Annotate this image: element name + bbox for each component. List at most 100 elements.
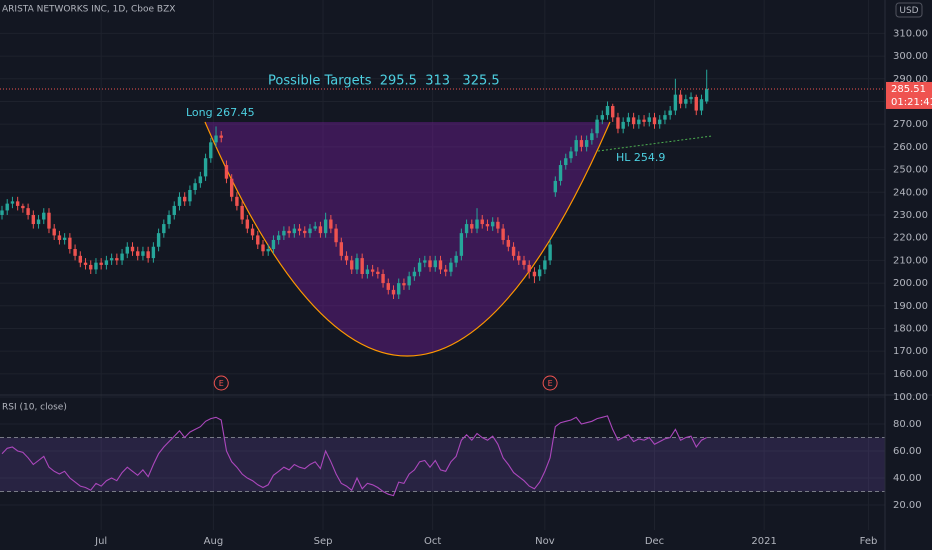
- rsi-tick-label: 60.00: [893, 446, 922, 457]
- candle-body: [78, 255, 82, 263]
- candle-body: [668, 110, 672, 116]
- candle-body: [631, 117, 636, 125]
- x-tick-label: Dec: [645, 536, 664, 547]
- candle-body: [579, 140, 584, 147]
- candle-body: [83, 262, 88, 265]
- candle-body: [574, 140, 578, 152]
- candle-body: [31, 214, 36, 225]
- candle-body: [355, 258, 359, 270]
- candle-body: [193, 183, 197, 191]
- currency[interactable]: USD: [899, 6, 918, 16]
- candle-body: [595, 119, 599, 134]
- candle-body: [334, 228, 338, 243]
- candle-body: [188, 190, 192, 202]
- candle-body: [47, 212, 51, 229]
- currency-box[interactable]: [895, 2, 923, 18]
- candle-body: [136, 251, 140, 256]
- x-tick-label: Oct: [424, 536, 441, 547]
- candle-body: [600, 115, 604, 120]
- candle-body: [198, 176, 203, 184]
- candle-body: [89, 264, 93, 270]
- candle-body: [475, 219, 479, 229]
- candle-body: [376, 271, 380, 275]
- candle-body: [543, 260, 547, 270]
- candle-body: [527, 264, 531, 272]
- candle-body: [146, 251, 150, 259]
- rsi-tick-label: 20.00: [893, 500, 922, 511]
- candle-body: [522, 260, 526, 265]
- candle-body: [42, 212, 46, 220]
- candle-body: [694, 96, 698, 111]
- rsi-band: [0, 437, 885, 492]
- candle-body: [590, 133, 594, 141]
- candle-body: [26, 208, 30, 215]
- y-tick-label: 270.00: [893, 119, 928, 130]
- candle-body: [73, 249, 77, 256]
- candle-body: [261, 244, 265, 252]
- candle-body: [36, 219, 41, 225]
- candle-body: [271, 239, 276, 250]
- x-tick-label: 2021: [751, 536, 776, 547]
- candle-body: [167, 214, 171, 225]
- candle-body: [517, 255, 521, 261]
- candle-body: [501, 228, 505, 240]
- candle-body: [558, 165, 563, 181]
- y-tick-label: 260.00: [893, 142, 928, 153]
- candle-body: [57, 235, 62, 240]
- candle-body: [647, 117, 651, 122]
- candle-body: [151, 246, 156, 259]
- candle-body: [52, 228, 56, 236]
- y-tick-label: 210.00: [893, 255, 928, 266]
- y-tick-label: 190.00: [893, 301, 928, 312]
- candle-body: [397, 283, 401, 295]
- y-tick-label: 200.00: [893, 278, 928, 289]
- candle-body: [125, 246, 129, 254]
- candle-body: [224, 165, 229, 179]
- candle-body: [381, 274, 385, 284]
- cup-curve: [204, 121, 611, 357]
- candle-body: [15, 201, 20, 206]
- candle-body: [532, 271, 537, 277]
- candle-body: [21, 205, 25, 209]
- candle-body: [329, 219, 333, 229]
- candle-body: [5, 203, 9, 211]
- candle-body: [621, 121, 625, 129]
- rsi-tick-label: 100.00: [893, 392, 928, 403]
- y-tick-label: 240.00: [893, 187, 928, 198]
- candle-body: [678, 94, 683, 104]
- marks: [0, 69, 885, 497]
- candle-body: [511, 246, 516, 256]
- candle-body: [652, 117, 657, 125]
- candle-body: [115, 258, 119, 261]
- candle-body: [490, 221, 495, 227]
- candle-body: [303, 230, 307, 234]
- candle-body: [183, 196, 187, 202]
- candle-body: [438, 260, 443, 270]
- candle-body: [214, 135, 218, 143]
- candle-body: [470, 224, 474, 229]
- candle-body: [402, 283, 406, 286]
- candle-body: [109, 258, 114, 261]
- candle-body: [569, 151, 573, 159]
- candle-body: [172, 205, 176, 215]
- candle-body: [699, 99, 704, 111]
- long-annotation: Long 267.45: [186, 106, 255, 119]
- candle-body: [537, 269, 542, 277]
- candle-body: [104, 260, 109, 265]
- y-tick-label: 180.00: [893, 323, 928, 334]
- x-tick-label: Feb: [860, 536, 878, 547]
- candle-body: [506, 239, 511, 247]
- candle-body: [496, 221, 500, 229]
- countdown-label: 01:21:41: [891, 97, 932, 108]
- candle-body: [705, 88, 709, 102]
- x-tick-label: Jul: [94, 536, 107, 547]
- candle-body: [350, 260, 354, 270]
- candle-body: [0, 210, 4, 215]
- candle-body: [459, 233, 464, 256]
- y-tick-label: 170.00: [893, 346, 928, 357]
- candle-body: [365, 269, 370, 275]
- candle-body: [663, 115, 667, 120]
- y-tick-label: 160.00: [893, 369, 928, 380]
